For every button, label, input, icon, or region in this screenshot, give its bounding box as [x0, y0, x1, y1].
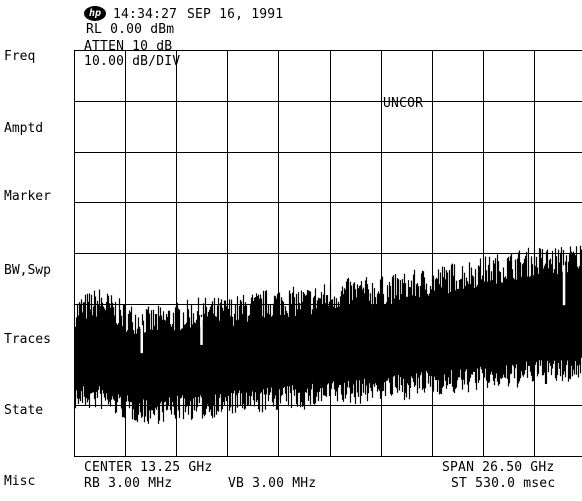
- softkey-marker[interactable]: Marker: [4, 189, 51, 204]
- status-uncor: UNCOR: [383, 96, 424, 111]
- trace-spur-gap: [200, 316, 203, 345]
- center-frequency: CENTER 13.25 GHz: [84, 460, 213, 475]
- frequency-span: SPAN 26.50 GHz: [442, 460, 555, 475]
- softkey-traces[interactable]: Traces: [4, 332, 51, 347]
- trace-spur-gap: [562, 265, 566, 306]
- softkey-bw-swp[interactable]: BW,Swp: [4, 263, 51, 278]
- softkey-state[interactable]: State: [4, 403, 44, 418]
- softkey-misc[interactable]: Misc: [4, 474, 36, 489]
- hp-logo: hp: [84, 6, 106, 21]
- resolution-bandwidth: RB 3.00 MHz: [84, 476, 173, 491]
- softkey-freq[interactable]: Freq: [4, 49, 36, 64]
- scale-per-division: 10.00 dB/DIV: [84, 54, 181, 69]
- clock-date: SEP 16, 1991: [187, 7, 284, 22]
- softkey-amptd[interactable]: Amptd: [4, 121, 44, 136]
- sweep-time: ST 530.0 msec: [451, 476, 556, 491]
- noise-trace: [74, 245, 582, 424]
- trace-a: [74, 245, 582, 424]
- trace-spur-gap: [140, 325, 143, 354]
- attenuation: ATTEN 10 dB: [84, 39, 173, 54]
- video-bandwidth: VB 3.00 MHz: [228, 476, 317, 491]
- clock-time: 14:34:27: [113, 7, 178, 22]
- reference-level: RL 0.00 dBm: [86, 22, 175, 37]
